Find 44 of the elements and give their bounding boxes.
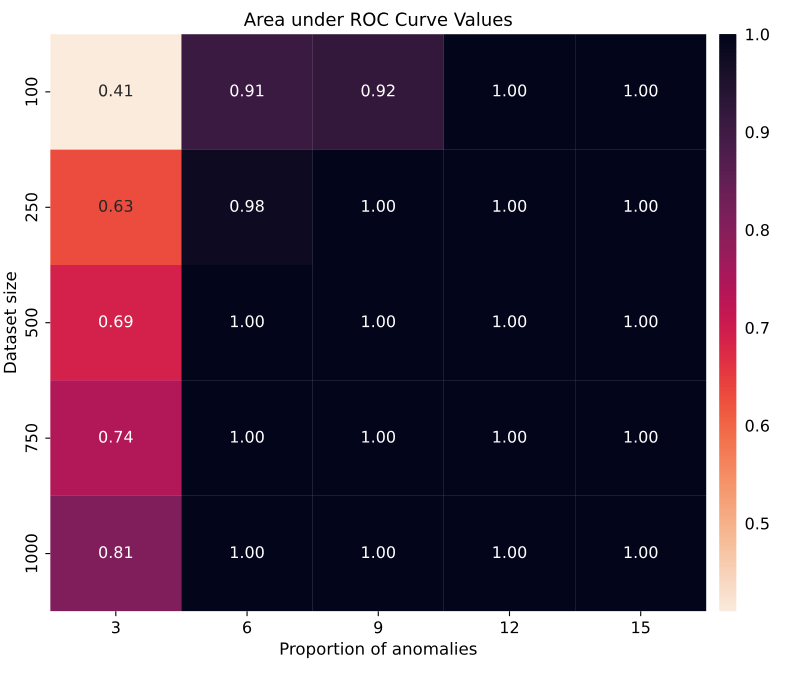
y-axis-title: Dataset size [3,272,16,373]
color-bar-label: 0.9 [746,126,769,138]
data-label: 0.92 [362,84,394,96]
x-tick-label: 3 [112,621,120,634]
data-label: 1.00 [362,315,395,328]
data-label: 1.00 [493,200,526,212]
y-tick-label: 500 [25,308,38,337]
data-label: 1.00 [624,84,658,96]
color-bar-label: 0.7 [746,322,769,334]
data-label: 1.00 [231,546,264,558]
y-tick-label: 1000 [25,534,38,572]
data-label: 0.98 [230,200,264,212]
data-label: 1.00 [493,430,526,443]
data-label: 1.00 [362,200,395,212]
data-label: 1.00 [231,430,264,443]
data-label: 0.63 [99,200,132,212]
data-label: 0.91 [230,84,264,96]
color-bar-label: 0.6 [746,420,769,432]
color-bar-label: 0.8 [746,224,769,236]
data-label: 1.00 [493,546,526,558]
data-label: 0.81 [99,546,132,558]
color-bar-label: 1.0 [746,28,769,40]
data-label: 1.00 [493,315,526,328]
chart-title: Area under ROC Curve Values [244,12,512,26]
x-tick-label: 15 [632,622,650,634]
x-tick-label: 9 [374,621,382,634]
data-label: 1.00 [231,315,264,328]
x-tick-label: 6 [243,621,252,634]
x-tick-label: 12 [501,621,518,634]
data-label: 1.00 [493,84,526,96]
x-axis-title: Proportion of anomalies [280,642,477,658]
data-label: 1.00 [362,546,395,558]
data-label: 1.00 [624,546,658,558]
y-tick-label: 250 [25,193,38,222]
y-tick-label: 100 [25,78,38,106]
data-label: 0.41 [99,84,132,96]
data-label: 1.00 [362,430,395,443]
color-bar-label: 0.5 [746,517,769,530]
data-label: 0.69 [99,315,132,328]
y-tick-label: 750 [25,424,38,452]
data-label: 0.74 [99,430,133,443]
data-label: 1.00 [624,430,658,443]
data-label: 1.00 [624,315,658,328]
data-label: 1.00 [624,200,658,212]
